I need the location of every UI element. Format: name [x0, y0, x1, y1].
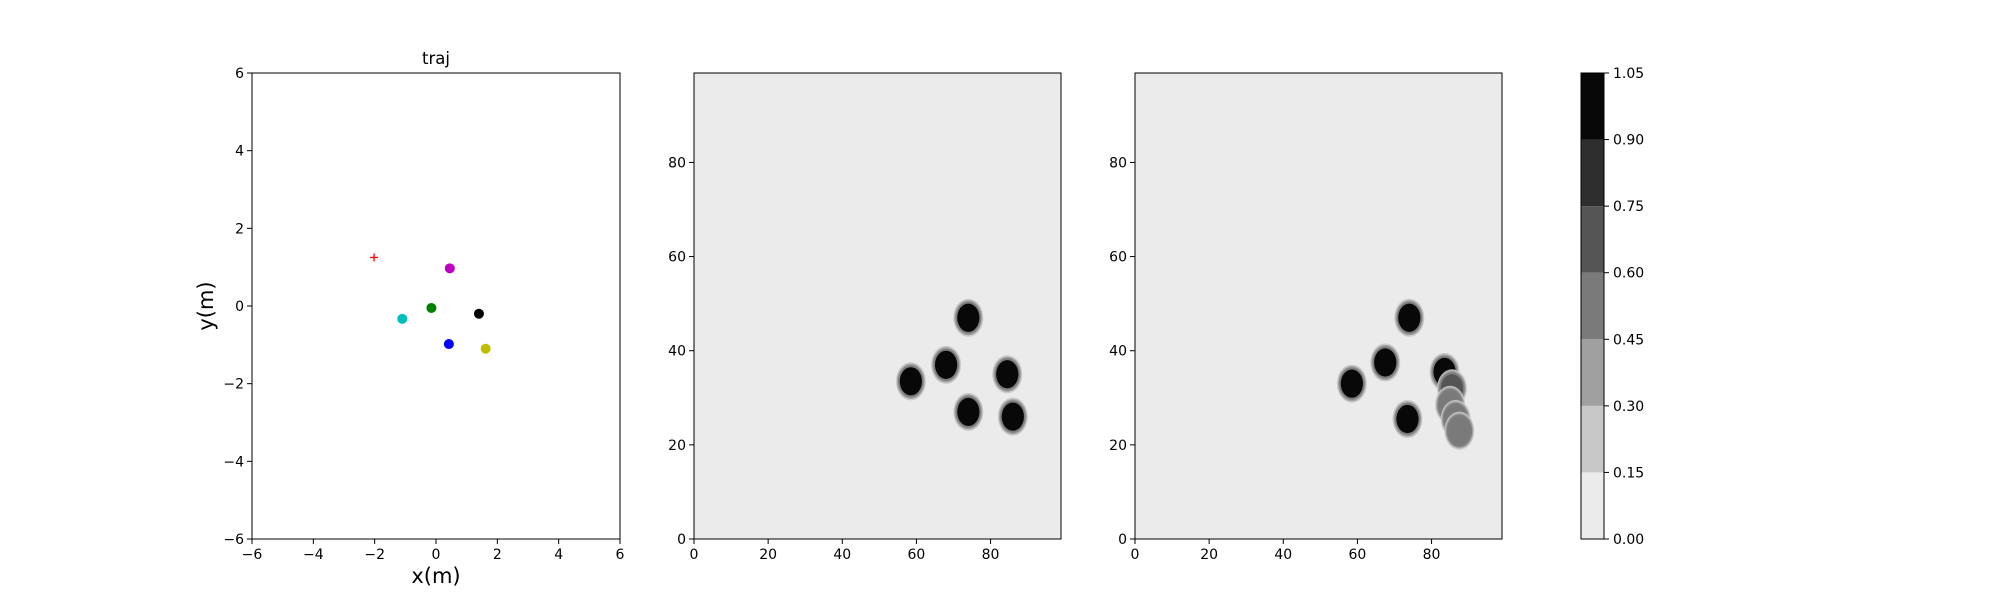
trajectory-y-ticks: −6 −4 −2 0 2 4 6 [223, 66, 252, 548]
y-tick-label: 0 [677, 532, 686, 548]
y-tick-label: −4 [223, 454, 244, 470]
x-tick-label: 20 [759, 547, 777, 563]
y-tick-label: 20 [1109, 438, 1127, 454]
x-tick-label: 0 [432, 547, 441, 563]
x-tick-label: −2 [364, 547, 385, 563]
trajectory-x-ticks: −6 −4 −2 0 2 4 6 [242, 539, 625, 563]
y-tick-label: 80 [668, 155, 686, 171]
x-tick-label: 20 [1200, 547, 1218, 563]
y-tick-label: 60 [668, 250, 686, 266]
x-tick-label: −4 [303, 547, 324, 563]
x-tick-label: 60 [1349, 547, 1367, 563]
occupancy-map-y-ticks: 0 20 40 60 80 [668, 155, 694, 548]
colorbar-band [1581, 272, 1604, 340]
colorbar-band [1581, 405, 1604, 473]
x-tick-label: 0 [690, 547, 699, 563]
y-tick-label: 4 [235, 144, 244, 160]
y-tick-label: 0 [235, 299, 244, 315]
agent-point [397, 313, 408, 324]
colorbar-tick-label: 0.75 [1613, 199, 1644, 215]
agent-point [473, 308, 484, 319]
y-axis-label: y(m) [194, 281, 218, 330]
occupancy-blob [1396, 404, 1419, 434]
colorbar-ticks: 0.00 0.15 0.30 0.45 0.60 0.75 0.90 1.05 [1604, 66, 1644, 548]
x-tick-label: 2 [493, 547, 502, 563]
colorbar-border [1580, 72, 1605, 540]
y-tick-label: 60 [1109, 250, 1127, 266]
prediction-map-blobs [1336, 298, 1475, 450]
colorbar-tick-label: 0.60 [1613, 266, 1644, 282]
occupancy-map-blobs [895, 298, 1028, 436]
x-axis-label: x(m) [411, 564, 460, 588]
y-tick-label: 2 [235, 221, 244, 237]
colorbar-bands [1581, 73, 1604, 539]
colorbar: 0.00 0.15 0.30 0.45 0.60 0.75 0.90 1.05 [1580, 66, 1644, 548]
occupancy-blob [957, 397, 980, 427]
occupancy-blob [1374, 348, 1397, 377]
colorbar-tick-label: 0.00 [1613, 532, 1644, 548]
y-tick-label: 0 [1118, 532, 1127, 548]
prediction-map-y-ticks: 0 20 40 60 80 [1109, 155, 1135, 548]
agent-point [480, 343, 491, 354]
occupancy-map-x-ticks: 0 20 40 60 80 [690, 539, 1000, 563]
occupancy-blob [934, 350, 958, 379]
colorbar-tick-label: 0.15 [1613, 465, 1644, 481]
x-tick-label: 80 [1423, 547, 1441, 563]
x-tick-label: 6 [616, 547, 625, 563]
prediction-map-x-ticks: 0 20 40 60 80 [1131, 539, 1441, 563]
agent-point [426, 302, 437, 313]
occupancy-blob [1340, 369, 1363, 398]
occupancy-map-panel: 0 20 40 60 80 0 20 40 60 80 [668, 72, 1062, 563]
agent-point [443, 339, 454, 350]
goal-marker [370, 253, 379, 262]
prediction-map-area [1135, 73, 1502, 539]
y-tick-label: 40 [1109, 344, 1127, 360]
y-tick-label: −2 [223, 377, 244, 393]
colorbar-band [1581, 139, 1604, 207]
occupancy-blob [996, 360, 1019, 389]
y-tick-label: 80 [1109, 155, 1127, 171]
colorbar-band [1581, 206, 1604, 273]
colorbar-tick-label: 0.90 [1613, 133, 1644, 149]
y-tick-label: 20 [668, 438, 686, 454]
y-tick-label: −6 [223, 532, 244, 548]
occupancy-map-area [694, 73, 1061, 539]
agent-point [444, 263, 455, 274]
x-tick-label: 40 [833, 547, 851, 563]
trajectory-panel: −6 −4 −2 0 2 4 6 −6 −4 −2 0 2 4 6 traj x(m) y(m) [194, 49, 625, 588]
colorbar-tick-label: 1.05 [1613, 66, 1644, 82]
x-tick-label: 4 [554, 547, 563, 563]
trajectory-points [370, 253, 491, 354]
colorbar-band [1581, 472, 1604, 539]
y-tick-label: 6 [235, 66, 244, 82]
colorbar-tick-label: 0.45 [1613, 332, 1644, 348]
colorbar-band [1581, 73, 1604, 140]
x-tick-label: 60 [908, 547, 926, 563]
x-tick-label: 40 [1274, 547, 1292, 563]
occupancy-blob [1398, 303, 1421, 332]
x-tick-label: −6 [242, 547, 263, 563]
occupancy-blob [1448, 416, 1471, 445]
x-tick-label: 80 [982, 547, 1000, 563]
prediction-map-border [1134, 72, 1503, 540]
occupancy-blob [1001, 402, 1024, 431]
occupancy-blob [957, 303, 980, 332]
x-tick-label: 0 [1131, 547, 1140, 563]
y-tick-label: 40 [668, 344, 686, 360]
colorbar-tick-label: 0.30 [1613, 399, 1644, 415]
trajectory-title: traj [422, 49, 450, 68]
prediction-map-panel: 0 20 40 60 80 0 20 40 60 80 [1109, 72, 1503, 563]
colorbar-band [1581, 339, 1604, 406]
occupancy-blob [899, 367, 922, 396]
occupancy-map-border [693, 72, 1062, 540]
